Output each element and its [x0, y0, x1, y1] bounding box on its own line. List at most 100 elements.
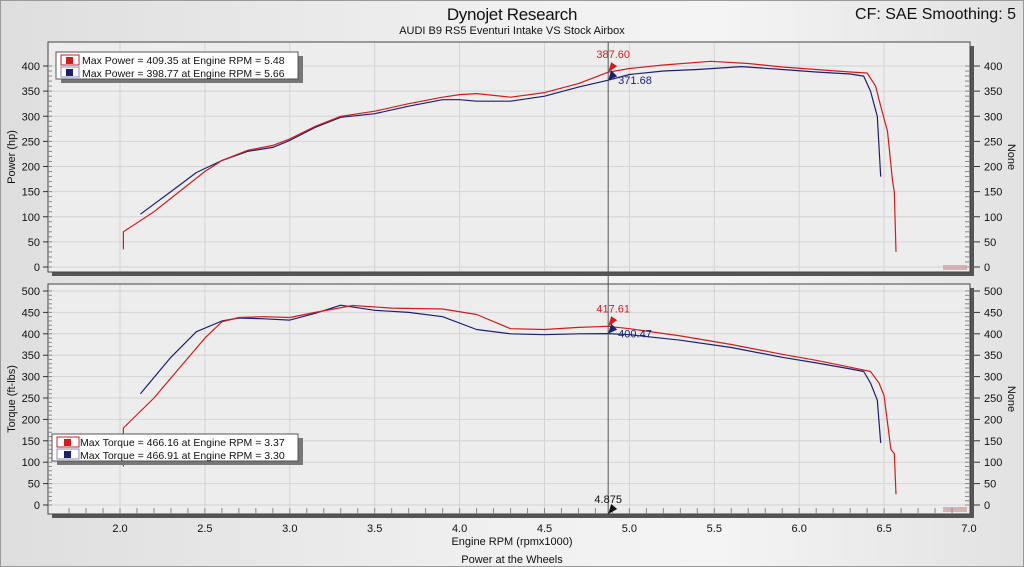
- x-tick-label: 3.5: [367, 523, 382, 535]
- power-legend[interactable]: Max Power = 409.35 at Engine RPM = 5.48 …: [55, 51, 303, 83]
- torque-panel: 0 50 100 150 200 250 300 350 400 450 500 0 50 100 150…: [6, 283, 1017, 518]
- torque-series: [122, 304, 897, 495]
- torque-legend[interactable]: Max Torque = 466.16 at Engine RPM = 3.37…: [51, 433, 303, 465]
- y-tick-label: 400: [22, 61, 40, 73]
- torque-right-axis-label: None: [1005, 386, 1017, 412]
- power-plot-area: [47, 41, 971, 273]
- series-line: [122, 304, 897, 495]
- series-line: [122, 60, 897, 252]
- cursor-marker-run1-icon: [608, 62, 618, 73]
- torque-y-axis-label: Torque (ft-lbs): [6, 365, 18, 433]
- y-tick-label-right: 0: [984, 500, 990, 512]
- y-tick-label-right: 100: [984, 457, 1002, 469]
- dynojet-watermark: [943, 265, 967, 270]
- series-line: [140, 65, 882, 215]
- y-tick-label-right: 450: [984, 307, 1002, 319]
- x-axis-label: Engine RPM (rpmx1000): [451, 536, 572, 548]
- y-tick-label-right: 300: [984, 111, 1002, 123]
- y-tick-label-right: 250: [984, 136, 1002, 148]
- y-tick-label-right: 200: [984, 414, 1002, 426]
- y-tick-label-right: 400: [984, 61, 1002, 73]
- x-axis: 2.0 2.5 3.0 3.5 4.0 4.5 5.0 5.5 6.0 6.5 7.0: [68, 508, 977, 535]
- power-series: [122, 60, 897, 252]
- y-tick-label-right: 350: [984, 350, 1002, 362]
- cursor-value-run1: 387.60: [596, 49, 630, 61]
- cursor-marker-run2-icon: [608, 70, 618, 81]
- y-tick-label: 100: [22, 212, 40, 224]
- y-tick-label: 200: [22, 414, 40, 426]
- cursor-marker-run1-icon: [608, 316, 618, 327]
- y-tick-label-right: 500: [984, 286, 1002, 298]
- y-tick-label: 250: [22, 136, 40, 148]
- legend-run1-swatch: [66, 57, 73, 64]
- y-tick-label: 400: [22, 329, 40, 341]
- rpm-cursor-arrow-icon[interactable]: [608, 504, 618, 514]
- power-legend-run2: Max Power = 398.77 at Engine RPM = 5.66: [82, 68, 285, 80]
- cursor-marker-run2-icon: [608, 323, 618, 334]
- y-tick-label: 150: [22, 436, 40, 448]
- y-tick-label: 200: [22, 162, 40, 174]
- x-tick-label: 2.5: [197, 523, 212, 535]
- x-tick-label: 5.5: [707, 523, 722, 535]
- y-tick-label: 50: [28, 237, 40, 249]
- rpm-cursor-label: 4.875: [594, 494, 622, 506]
- y-tick-label: 500: [22, 286, 40, 298]
- torque-cursor-values: 417.61 400.47: [596, 303, 651, 340]
- y-tick-label-right: 0: [984, 262, 990, 274]
- power-y-axis: 0 50 100 150 200 250 300 350 400: [22, 61, 52, 274]
- power-legend-box: [55, 51, 299, 80]
- y-tick-label: 150: [22, 187, 40, 199]
- x-tick-label: 4.0: [452, 523, 467, 535]
- y-tick-label: 350: [22, 350, 40, 362]
- power-right-axis-label: None: [1005, 144, 1017, 170]
- torque-y-axis: 0 50 100 150 200 250 300 350 400 450 500: [22, 286, 52, 512]
- legend-run1-swatch: [64, 439, 71, 446]
- torque-y-axis-right: 0 50 100 150 200 250 300 350 400 450 500: [965, 286, 1002, 512]
- y-tick-label-right: 350: [984, 86, 1002, 98]
- legend-run2-swatch: [64, 451, 71, 458]
- y-tick-label: 300: [22, 372, 40, 384]
- torque-legend-box: [51, 433, 299, 462]
- torque-grid: [49, 285, 969, 513]
- chart-subtitle: AUDI B9 RS5 Eventuri Intake VS Stock Air…: [399, 25, 625, 37]
- y-tick-label: 300: [22, 111, 40, 123]
- x-tick-label: 3.0: [282, 523, 297, 535]
- y-tick-label: 450: [22, 307, 40, 319]
- legend-run2-swatch: [66, 69, 73, 76]
- x-tick-label: 6.5: [876, 523, 891, 535]
- y-tick-label: 250: [22, 393, 40, 405]
- correction-factor-label: CF: SAE Smoothing: 5: [855, 6, 1016, 23]
- y-tick-label-right: 100: [984, 212, 1002, 224]
- x-tick-label: 4.5: [537, 523, 552, 535]
- y-tick-label-right: 300: [984, 372, 1002, 384]
- y-tick-label-right: 50: [984, 479, 996, 491]
- power-y-axis-label: Power (hp): [6, 130, 18, 184]
- power-cursor-values: 387.60 371.68: [596, 49, 651, 87]
- torque-plot-area: [47, 283, 971, 515]
- y-tick-label-right: 250: [984, 393, 1002, 405]
- power-y-axis-right: 0 50 100 150 200 250 300 350 400: [965, 61, 1002, 274]
- cursor-value-run1: 417.61: [596, 303, 630, 315]
- y-tick-label: 0: [34, 262, 40, 274]
- power-legend-run1: Max Power = 409.35 at Engine RPM = 5.48: [82, 55, 285, 67]
- power-panel: 0 50 100 150 200 250 300 350 400 0 50 100 150 200 250…: [6, 41, 1017, 276]
- dynojet-watermark: [943, 507, 967, 512]
- torque-legend-run1: Max Torque = 466.16 at Engine RPM = 3.37: [80, 437, 285, 449]
- cursor-value-run2: 400.47: [618, 329, 652, 341]
- x-tick-label: 2.0: [112, 523, 127, 535]
- cursor-value-run2: 371.68: [618, 75, 652, 87]
- y-tick-label-right: 400: [984, 329, 1002, 341]
- y-tick-label: 350: [22, 86, 40, 98]
- y-tick-label: 100: [22, 457, 40, 469]
- y-tick-label-right: 150: [984, 187, 1002, 199]
- x-tick-label: 7.0: [961, 523, 976, 535]
- y-tick-label-right: 50: [984, 237, 996, 249]
- y-tick-label: 0: [34, 500, 40, 512]
- chart-title: Dynojet Research: [446, 5, 578, 24]
- y-tick-label-right: 200: [984, 162, 1002, 174]
- x-tick-label: 5.0: [622, 523, 637, 535]
- series-line: [139, 304, 882, 443]
- y-tick-label-right: 150: [984, 436, 1002, 448]
- y-tick-label: 50: [28, 479, 40, 491]
